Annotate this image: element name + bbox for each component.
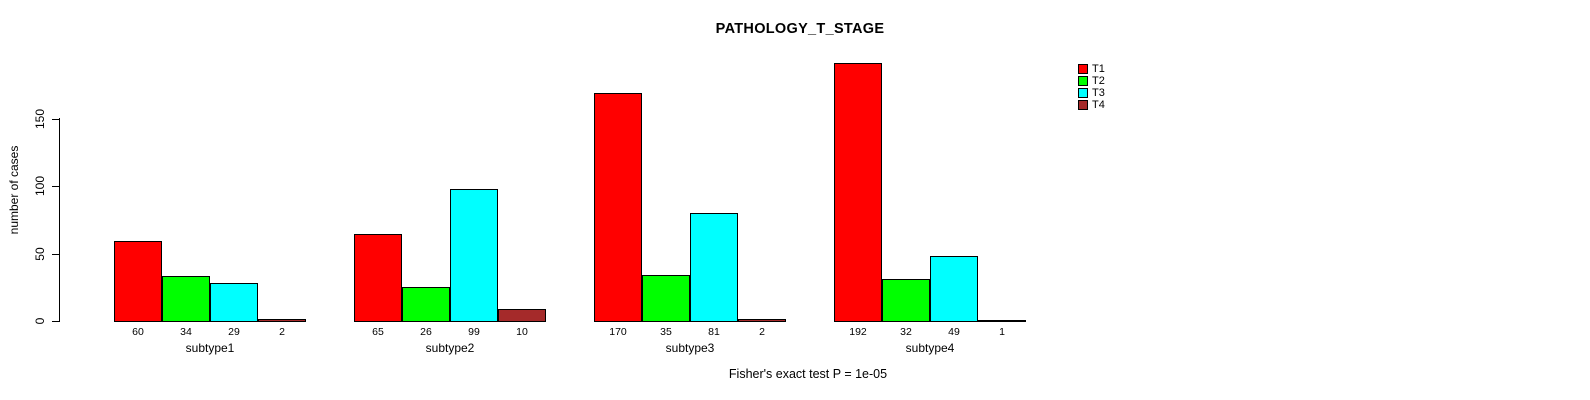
bar-subtype1-T4: [258, 319, 306, 322]
legend-label: T1: [1092, 63, 1105, 75]
y-tick-mark: [52, 119, 59, 120]
legend-item-T2: T2: [1078, 75, 1105, 87]
legend-item-T1: T1: [1078, 63, 1105, 75]
y-tick-mark: [52, 254, 59, 255]
y-tick-label: 100: [33, 175, 47, 197]
legend-swatch-icon: [1078, 100, 1088, 110]
fisher-test-annotation: Fisher's exact test P = 1e-05: [728, 367, 888, 381]
bar-value-label: 60: [132, 326, 144, 338]
bar-value-label: 2: [759, 326, 765, 338]
bar-subtype2-T1: [354, 234, 402, 322]
bar-value-label: 170: [609, 326, 627, 338]
legend-item-T4: T4: [1078, 99, 1105, 111]
bar-value-label: 99: [468, 326, 480, 338]
y-tick-label: 50: [33, 247, 47, 261]
category-label-subtype2: subtype2: [425, 341, 475, 355]
bar-subtype4-T4: [978, 320, 1026, 322]
bar-subtype3-T2: [642, 275, 690, 322]
y-tick-label: 150: [33, 108, 47, 130]
bar-subtype1-T3: [210, 283, 258, 322]
legend-item-T3: T3: [1078, 87, 1105, 99]
bar-subtype4-T1: [834, 63, 882, 322]
bar-value-label: 26: [420, 326, 432, 338]
bar-subtype3-T1: [594, 93, 642, 322]
bar-value-label: 192: [849, 326, 867, 338]
bar-subtype1-T2: [162, 276, 210, 322]
bar-value-label: 32: [900, 326, 912, 338]
legend-label: T3: [1092, 87, 1105, 99]
chart-title: PATHOLOGY_T_STAGE: [715, 21, 885, 37]
category-label-subtype4: subtype4: [905, 341, 955, 355]
y-tick-label: 0: [33, 317, 47, 325]
bar-value-label: 65: [372, 326, 384, 338]
y-axis-line: [59, 118, 60, 322]
bar-value-label: 81: [708, 326, 720, 338]
bar-subtype1-T1: [114, 241, 162, 322]
bar-subtype4-T2: [882, 279, 930, 322]
y-axis-label: number of cases: [7, 145, 21, 235]
bar-subtype3-T4: [738, 319, 786, 322]
legend-label: T2: [1092, 75, 1105, 87]
legend-swatch-icon: [1078, 88, 1088, 98]
y-tick-mark: [52, 321, 59, 322]
category-label-subtype3: subtype3: [665, 341, 715, 355]
bar-subtype2-T2: [402, 287, 450, 322]
legend: T1 T2 T3 T4: [1078, 63, 1105, 111]
bar-subtype2-T3: [450, 189, 498, 322]
bar-value-label: 10: [516, 326, 528, 338]
bar-value-label: 2: [279, 326, 285, 338]
bar-value-label: 49: [948, 326, 960, 338]
legend-label: T4: [1092, 99, 1105, 111]
bar-subtype3-T3: [690, 213, 738, 322]
bar-subtype4-T3: [930, 256, 978, 322]
bar-subtype2-T4: [498, 309, 546, 322]
legend-swatch-icon: [1078, 64, 1088, 74]
y-tick-mark: [52, 186, 59, 187]
bar-value-label: 1: [999, 326, 1005, 338]
bar-value-label: 34: [180, 326, 192, 338]
bar-value-label: 29: [228, 326, 240, 338]
bar-value-label: 35: [660, 326, 672, 338]
legend-swatch-icon: [1078, 76, 1088, 86]
category-label-subtype1: subtype1: [185, 341, 235, 355]
